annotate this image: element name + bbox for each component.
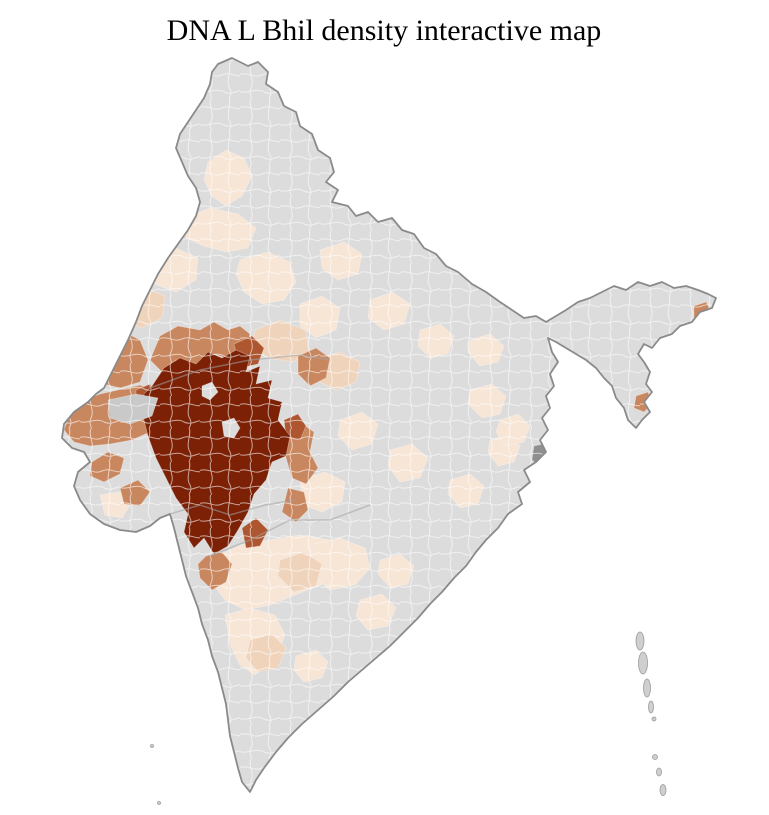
lakshadweep-islands[interactable] — [150, 744, 161, 805]
island[interactable] — [659, 784, 667, 796]
india-landmass[interactable] — [61, 57, 717, 793]
island[interactable] — [652, 754, 658, 760]
density-region-level_3[interactable] — [87, 295, 137, 331]
island[interactable] — [643, 678, 651, 698]
district-borders-mesh — [62, 58, 716, 792]
island[interactable] — [656, 767, 662, 777]
state-borders — [149, 354, 371, 557]
andaman-nicobar-islands[interactable] — [635, 631, 667, 796]
island[interactable] — [635, 631, 645, 651]
island[interactable] — [638, 651, 648, 675]
island[interactable] — [150, 744, 154, 748]
island[interactable] — [157, 801, 161, 805]
page-title: DNA L Bhil density interactive map — [167, 14, 602, 47]
island[interactable] — [648, 700, 654, 714]
island[interactable] — [651, 716, 657, 722]
